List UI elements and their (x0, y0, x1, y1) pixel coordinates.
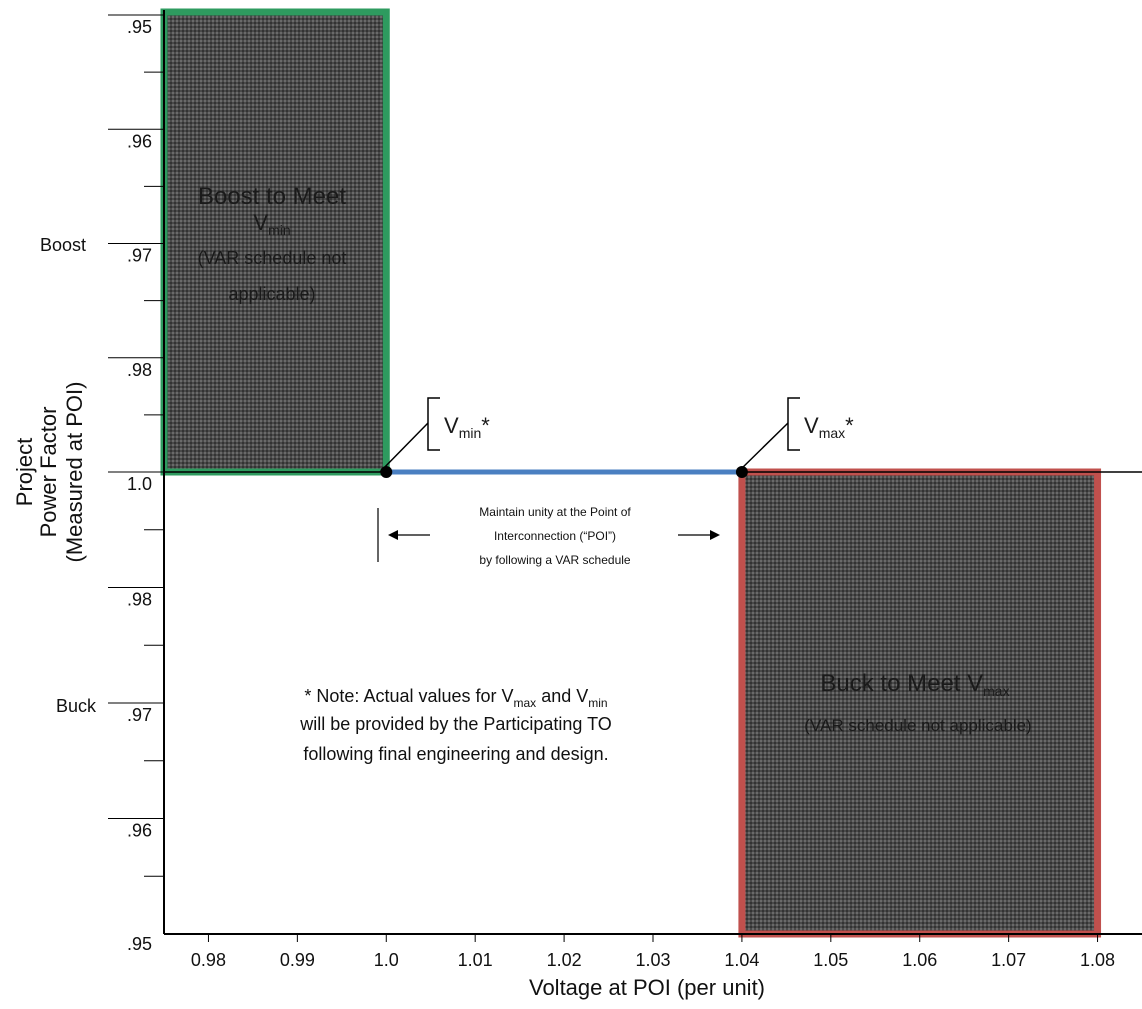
svg-text:(VAR schedule not: (VAR schedule not (198, 248, 347, 268)
svg-text:Interconnection (“POI”): Interconnection (“POI”) (494, 529, 616, 543)
x-tick-label: 0.98 (191, 950, 226, 970)
buck-region-label: Buck to Meet Vmax (VAR schedule not appl… (804, 670, 1031, 735)
boost-region-label: Boost to Meet Vmin (VAR schedule not app… (198, 183, 347, 304)
x-tick-label: 1.06 (902, 950, 937, 970)
svg-text:Vmin*: Vmin* (444, 413, 490, 441)
svg-text:Vmax*: Vmax* (804, 413, 854, 441)
x-axis-ticks: 0.98 0.99 1.0 1.01 1.02 1.03 1.04 1.05 1.06 1.07 1… (191, 934, 1115, 970)
svg-text:Maintain unity at the Point of: Maintain unity at the Point of (479, 505, 631, 519)
x-tick-label: 1.05 (813, 950, 848, 970)
x-tick-label: 1.0 (374, 950, 399, 970)
x-tick-label: 1.08 (1080, 950, 1115, 970)
svg-text:(Measured at POI): (Measured at POI) (62, 382, 87, 563)
y-tick-label: .98 (127, 360, 152, 380)
x-tick-label: 1.02 (547, 950, 582, 970)
svg-text:Boost to Meet: Boost to Meet (198, 183, 346, 210)
svg-text:Vmin: Vmin (253, 210, 290, 238)
unity-annotation: Maintain unity at the Point of Interconn… (377, 505, 720, 567)
vmin-callout: Vmin* (379, 397, 490, 473)
y-axis-ticks: .95 .96 .97 .98 1.0 .98 .97 .96 .95 (108, 14, 164, 954)
y-tick-label: .97 (127, 705, 152, 725)
x-tick-label: 1.01 (458, 950, 493, 970)
x-tick-label: 1.04 (724, 950, 759, 970)
y-tick-label: .96 (127, 131, 152, 151)
note: * Note: Actual values for Vmax and Vmin … (299, 686, 612, 764)
y-tick-label: .97 (127, 246, 152, 266)
buck-label: Buck (56, 696, 97, 716)
svg-text:will be provided by the Partic: will be provided by the Participating TO (299, 714, 612, 734)
buck-region (738, 468, 1102, 938)
y-tick-label: .98 (127, 590, 152, 610)
y-tick-label: .96 (127, 821, 152, 841)
y-tick-label: .95 (127, 934, 152, 954)
vmax-point (735, 466, 748, 478)
svg-text:Power Factor: Power Factor (36, 407, 61, 538)
svg-text:* Note: Actual values for Vmax: * Note: Actual values for Vmax and Vmin (304, 686, 607, 710)
x-tick-label: 0.99 (280, 950, 315, 970)
vmin-point (380, 466, 393, 478)
svg-text:(VAR schedule not applicable): (VAR schedule not applicable) (804, 716, 1031, 735)
boost-region (160, 8, 390, 476)
x-tick-label: 1.07 (991, 950, 1026, 970)
y-axis-title: Project Power Factor (Measured at POI) (12, 382, 87, 563)
boost-label: Boost (40, 235, 86, 255)
svg-text:Buck to Meet Vmax: Buck to Meet Vmax (820, 670, 1009, 699)
y-tick-label: 1.0 (127, 474, 152, 494)
svg-text:following final engineering an: following final engineering and design. (303, 744, 608, 764)
vmax-callout: Vmax* (737, 397, 854, 473)
svg-text:Project: Project (12, 438, 37, 506)
svg-text:by following a VAR schedule: by following a VAR schedule (479, 553, 631, 567)
x-tick-label: 1.03 (635, 950, 670, 970)
svg-text:applicable): applicable) (228, 284, 315, 304)
x-axis-title: Voltage at POI (per unit) (529, 975, 765, 1000)
y-tick-label: .95 (127, 17, 152, 37)
